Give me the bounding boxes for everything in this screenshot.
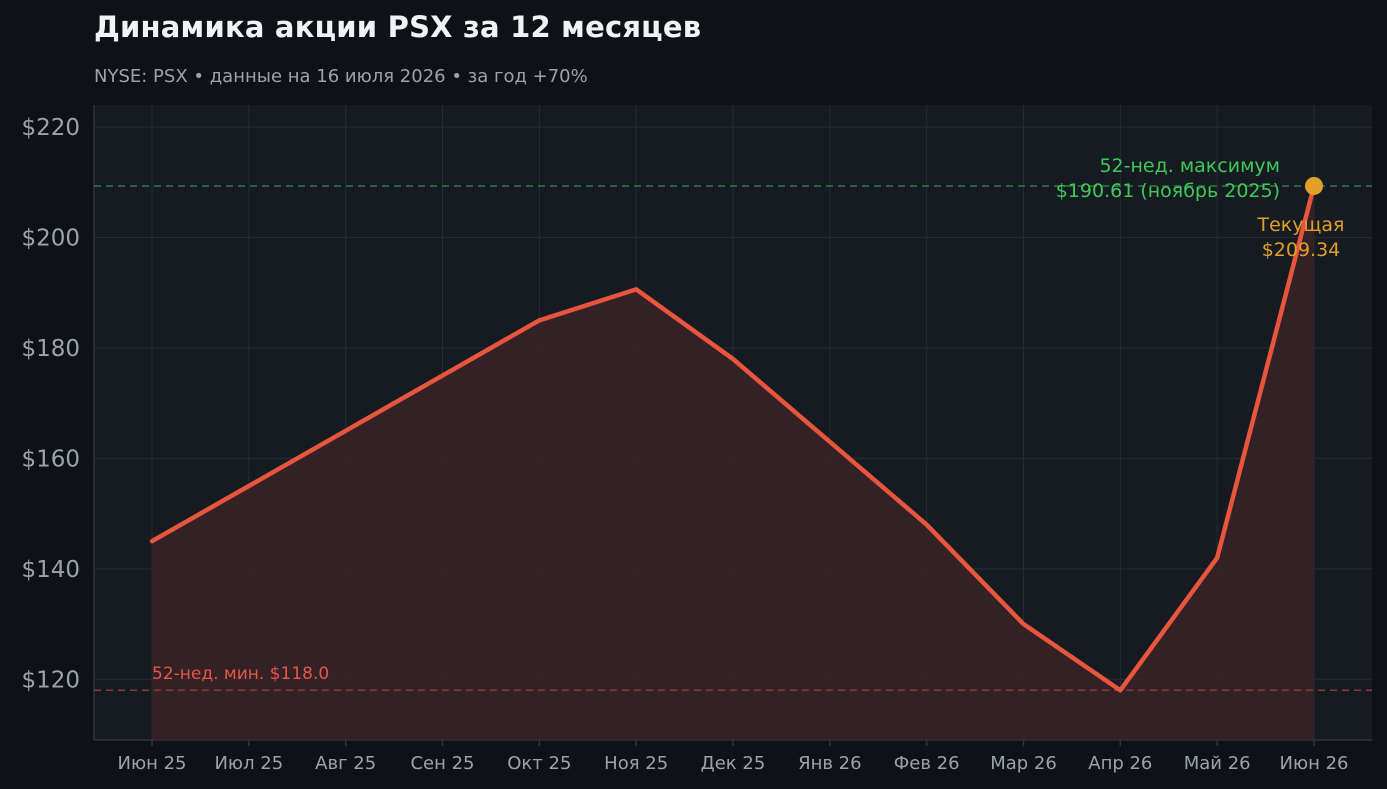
y-tick-label: $220 [21, 115, 80, 141]
y-tick-label: $120 [21, 667, 80, 693]
price-series-line [149, 183, 1317, 693]
high-annotation-title: 52-нед. максимум [1099, 155, 1280, 177]
chart-title: Динамика акции PSX за 12 месяцев [94, 10, 702, 44]
area-fill [152, 185, 1314, 740]
x-tick-label: Май 26 [1184, 753, 1251, 774]
x-tick-label: Дек 25 [701, 753, 766, 774]
x-tick-label: Янв 26 [798, 753, 862, 774]
x-tick-label: Авг 25 [315, 753, 376, 774]
y-tick-label: $180 [21, 336, 80, 362]
x-tick-label: Окт 25 [507, 753, 571, 774]
current-annotation-title: Текущая [1257, 214, 1345, 236]
low-annotation-label: 52-нед. мин. $118.0 [152, 664, 329, 684]
high-annotation-value: $190.61 (ноябрь 2025) [1056, 180, 1280, 202]
y-tick-label: $160 [21, 446, 80, 472]
x-tick-label: Июн 26 [1279, 753, 1348, 774]
x-tick-label: Мар 26 [990, 753, 1057, 774]
x-tick-label: Апр 26 [1088, 753, 1152, 774]
current-price-marker [1305, 176, 1323, 195]
current-annotation-value: $209.34 [1262, 239, 1341, 261]
x-tick-label: Июн 25 [117, 753, 186, 774]
x-tick-label: Июл 25 [214, 753, 283, 774]
y-tick-label: $200 [21, 226, 80, 252]
y-tick-label: $140 [21, 557, 80, 583]
x-tick-label: Сен 25 [410, 753, 474, 774]
x-tick-label: Фев 26 [894, 753, 960, 774]
x-tick-label: Ноя 25 [604, 753, 668, 774]
chart-subtitle: NYSE: PSX • данные на 16 июля 2026 • за … [94, 66, 588, 87]
